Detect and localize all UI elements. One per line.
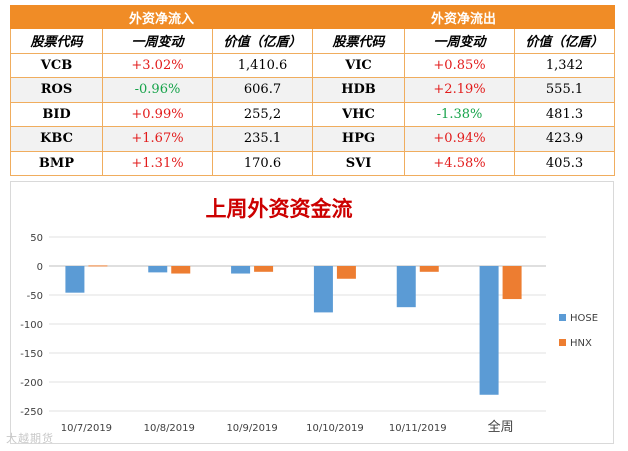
inflow-change: +3.02%	[102, 52, 213, 78]
bar-hnx	[254, 266, 274, 272]
inflow-code: ROS	[10, 77, 103, 103]
bar-hnx	[88, 265, 108, 267]
section-header-row: 外资净流入 外资净流出	[9, 5, 616, 29]
outflow-change: +0.94%	[404, 126, 516, 152]
inflow-change: +1.67%	[102, 126, 213, 152]
y-tick-label: 0	[37, 262, 43, 273]
bar-hnx	[502, 266, 522, 300]
legend-label-hose: HOSE	[570, 313, 598, 324]
outflow-value: 423.9	[514, 126, 616, 152]
x-category-label: 10/8/2019	[144, 423, 195, 434]
y-tick-label: -50	[27, 291, 43, 302]
inflow-value: 170.6	[211, 150, 314, 176]
inflow-header: 外资净流入	[9, 5, 314, 29]
chart-canvas: 上周外资资金流 50 0 -50 -100 -150 -200 -250 10/7/2019 10…	[20, 196, 598, 435]
inflow-code: VCB	[10, 52, 103, 78]
bar-hose	[479, 266, 499, 395]
outflow-code: HDB	[312, 77, 406, 103]
inflow-value: 255,2	[211, 101, 314, 127]
outflow-code: SVI	[312, 150, 406, 176]
bar-hose	[231, 266, 251, 274]
bar-hose	[396, 266, 416, 308]
outflow-value: 555.1	[514, 77, 616, 103]
table-row: ROS -0.96% 606.7 HDB +2.19% 555.1	[10, 77, 616, 103]
table-row: VCB +3.02% 1,410.6 VIC +0.85% 1,342	[10, 52, 616, 78]
table-row: BMP +1.31% 170.6 SVI +4.58% 405.3	[10, 150, 616, 176]
outflow-change: +0.85%	[404, 52, 516, 78]
col-header-change: 一周变动	[404, 28, 516, 54]
watermark: 大越期货	[6, 432, 54, 445]
col-header-value: 价值（亿盾）	[514, 28, 616, 54]
bar-hose	[313, 266, 333, 313]
outflow-value: 481.3	[514, 101, 616, 127]
outflow-change: +2.19%	[404, 77, 516, 103]
foreign-flow-table: 外资净流入 外资净流出 股票代码 一周变动 价值（亿盾） 股票代码 一周变动 价…	[9, 5, 616, 176]
x-category-label: 10/9/2019	[226, 423, 277, 434]
legend-swatch-hose	[559, 314, 566, 321]
bar-hose	[65, 266, 85, 293]
chart-title: 上周外资资金流	[206, 196, 353, 221]
legend-label-hnx: HNX	[570, 338, 592, 349]
inflow-value: 606.7	[211, 77, 314, 103]
bar-hnx	[336, 266, 356, 279]
outflow-value: 405.3	[514, 150, 616, 176]
col-header-code: 股票代码	[312, 28, 406, 54]
y-tick-label: -100	[20, 320, 43, 331]
inflow-code: BMP	[10, 150, 103, 176]
x-category-label: 10/10/2019	[306, 423, 364, 434]
fund-flow-chart: 上周外资资金流 50 0 -50 -100 -150 -200 -250 10/7/2019 10…	[10, 181, 614, 444]
x-category-label: 10/11/2019	[389, 423, 447, 434]
inflow-code: BID	[10, 101, 103, 127]
outflow-value: 1,342	[514, 52, 616, 78]
legend-swatch-hnx	[559, 339, 566, 346]
outflow-change: +4.58%	[404, 150, 516, 176]
bar-hnx	[419, 266, 439, 272]
y-tick-label: -200	[20, 378, 43, 389]
inflow-change: -0.96%	[102, 77, 213, 103]
col-header-value: 价值（亿盾）	[211, 28, 314, 54]
inflow-value: 235.1	[211, 126, 314, 152]
table-row: KBC +1.67% 235.1 HPG +0.94% 423.9	[10, 126, 616, 152]
x-category-label: 10/7/2019	[61, 423, 112, 434]
col-header-code: 股票代码	[10, 28, 103, 54]
outflow-change: -1.38%	[404, 101, 516, 127]
col-header-change: 一周变动	[102, 28, 213, 54]
inflow-value: 1,410.6	[211, 52, 314, 78]
outflow-code: HPG	[312, 126, 406, 152]
outflow-header: 外资净流出	[312, 5, 616, 29]
y-tick-label: 50	[30, 233, 43, 244]
outflow-code: VHC	[312, 101, 406, 127]
bar-hose	[148, 266, 168, 273]
inflow-code: KBC	[10, 126, 103, 152]
column-header-row: 股票代码 一周变动 价值（亿盾） 股票代码 一周变动 价值（亿盾）	[10, 28, 616, 54]
x-category-label: 全周	[488, 419, 514, 435]
y-tick-label: -250	[20, 407, 43, 418]
bar-hnx	[171, 266, 191, 274]
table-row: BID +0.99% 255,2 VHC -1.38% 481.3	[10, 101, 616, 127]
inflow-change: +0.99%	[102, 101, 213, 127]
y-tick-label: -150	[20, 349, 43, 360]
inflow-change: +1.31%	[102, 150, 213, 176]
outflow-code: VIC	[312, 52, 406, 78]
